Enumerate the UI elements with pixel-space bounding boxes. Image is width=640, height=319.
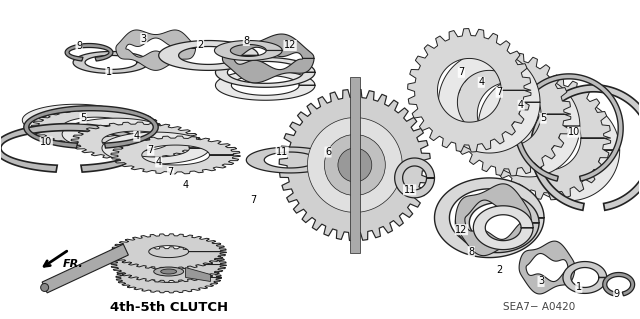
Polygon shape <box>216 70 315 100</box>
Text: 11: 11 <box>276 147 288 157</box>
Polygon shape <box>279 89 431 241</box>
Polygon shape <box>62 118 170 150</box>
Polygon shape <box>42 244 129 293</box>
Text: 10: 10 <box>568 127 580 137</box>
Polygon shape <box>0 124 144 172</box>
Polygon shape <box>603 272 635 296</box>
Text: 4th-5th CLUTCH: 4th-5th CLUTCH <box>109 301 228 314</box>
Text: 4: 4 <box>518 100 524 110</box>
Bar <box>350 77 360 253</box>
Polygon shape <box>159 41 259 70</box>
Polygon shape <box>111 136 240 174</box>
Polygon shape <box>111 234 227 269</box>
Ellipse shape <box>154 267 184 276</box>
Polygon shape <box>223 34 314 83</box>
Text: 4: 4 <box>182 180 189 190</box>
Polygon shape <box>408 29 531 152</box>
Polygon shape <box>216 57 315 87</box>
Text: 4: 4 <box>134 131 140 141</box>
Text: 12: 12 <box>455 225 468 235</box>
Text: SEA7− A0420: SEA7− A0420 <box>503 302 575 312</box>
Polygon shape <box>447 52 571 176</box>
Text: 2: 2 <box>197 40 204 49</box>
Text: 1: 1 <box>576 282 582 293</box>
Polygon shape <box>214 41 282 60</box>
Polygon shape <box>31 108 161 146</box>
Text: 11: 11 <box>403 185 416 195</box>
Polygon shape <box>65 43 113 61</box>
Polygon shape <box>24 106 158 148</box>
Polygon shape <box>22 104 130 136</box>
Polygon shape <box>116 30 196 70</box>
Polygon shape <box>456 193 539 253</box>
Ellipse shape <box>161 269 177 274</box>
Polygon shape <box>102 132 209 164</box>
Text: 3: 3 <box>141 33 147 43</box>
Text: 2: 2 <box>496 264 502 275</box>
Polygon shape <box>519 241 575 294</box>
Circle shape <box>307 118 403 212</box>
Circle shape <box>324 135 385 196</box>
Text: 4: 4 <box>156 157 162 167</box>
Text: 1: 1 <box>106 67 112 78</box>
Text: 6: 6 <box>325 147 331 157</box>
Circle shape <box>41 284 49 292</box>
Text: 8: 8 <box>243 35 250 46</box>
Polygon shape <box>478 75 580 177</box>
Polygon shape <box>456 184 531 256</box>
Polygon shape <box>487 76 611 200</box>
Polygon shape <box>71 122 200 160</box>
Polygon shape <box>111 247 227 282</box>
Polygon shape <box>531 85 640 210</box>
Text: 3: 3 <box>538 277 544 286</box>
Text: 8: 8 <box>468 247 474 256</box>
Polygon shape <box>246 147 334 173</box>
Text: 4: 4 <box>478 77 484 87</box>
Text: 5: 5 <box>80 113 86 123</box>
Text: 7: 7 <box>496 87 502 97</box>
Polygon shape <box>116 262 221 293</box>
Polygon shape <box>73 51 148 73</box>
Polygon shape <box>474 206 533 249</box>
Polygon shape <box>186 268 211 281</box>
Polygon shape <box>435 178 544 257</box>
Text: 7: 7 <box>148 145 154 155</box>
Polygon shape <box>515 74 623 181</box>
Text: 7: 7 <box>458 67 465 78</box>
Text: 9: 9 <box>76 41 82 51</box>
Text: 9: 9 <box>614 289 620 300</box>
Polygon shape <box>395 158 435 198</box>
Text: 10: 10 <box>40 137 52 147</box>
Text: 7: 7 <box>250 195 257 205</box>
Polygon shape <box>438 51 540 153</box>
Text: 5: 5 <box>540 113 546 123</box>
Polygon shape <box>518 99 620 201</box>
Text: 12: 12 <box>284 41 296 50</box>
Circle shape <box>338 148 372 182</box>
Polygon shape <box>563 262 607 293</box>
Text: 7: 7 <box>168 167 174 177</box>
Text: FR.: FR. <box>63 258 84 269</box>
